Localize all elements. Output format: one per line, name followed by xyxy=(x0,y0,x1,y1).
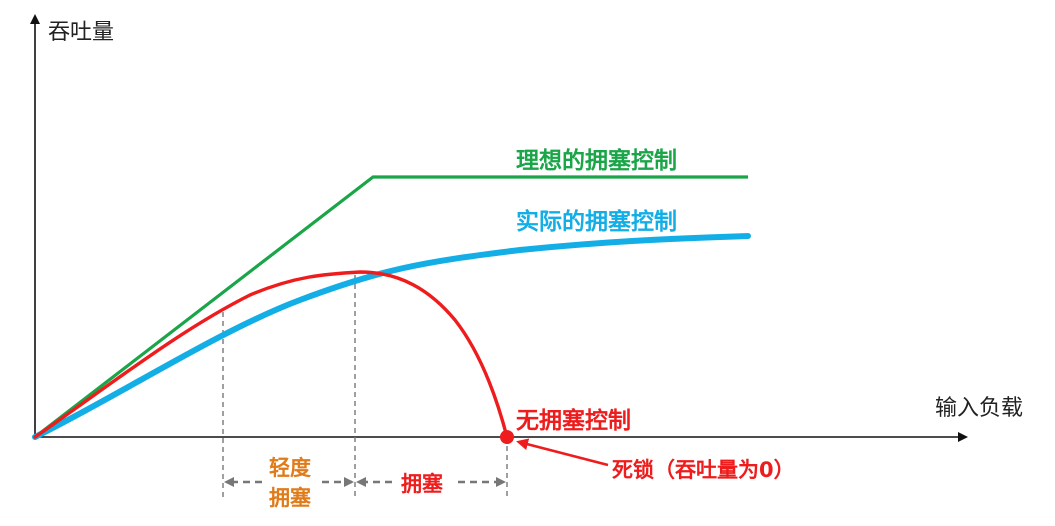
actual-curve-label: 实际的拥塞控制 xyxy=(516,209,677,235)
deadlock-label: 死锁（吞吐量为0） xyxy=(612,458,795,482)
light-congestion-label-line1: 轻度 xyxy=(269,456,311,480)
congestion-label: 拥塞 xyxy=(401,472,443,496)
actual-curve xyxy=(32,233,751,440)
light-congestion-label-line2: 拥塞 xyxy=(269,486,311,510)
ideal-curve-label: 理想的拥塞控制 xyxy=(516,148,677,174)
y-axis-label: 吞吐量 xyxy=(48,20,115,45)
ideal-curve xyxy=(34,175,748,439)
x-axis-label: 输入负载 xyxy=(935,396,1024,421)
no-control-curve xyxy=(33,270,509,439)
deadlock-point xyxy=(500,430,514,444)
no-control-curve-label: 无拥塞控制 xyxy=(516,408,631,434)
deadlock-pointer-arrow xyxy=(516,438,609,467)
